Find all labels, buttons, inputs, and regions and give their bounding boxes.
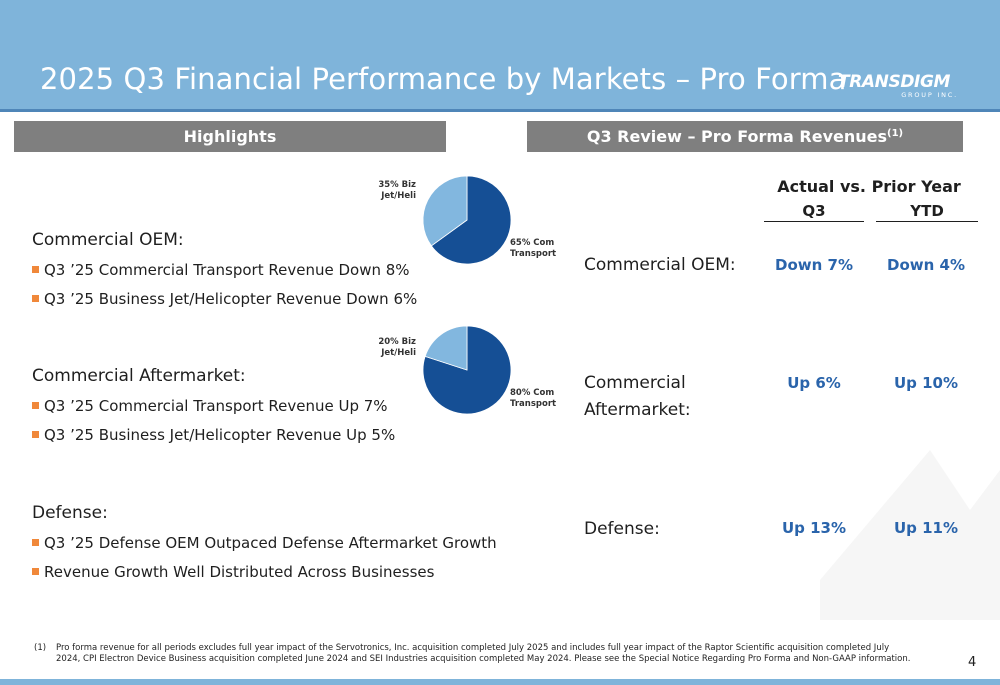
bullet-text: Q3 ’25 Commercial Transport Revenue Down… [44, 261, 410, 279]
pie-slice-biz-jet [422, 175, 468, 247]
row-label-defense: Defense: [584, 519, 660, 539]
bullet-text: Revenue Growth Well Distributed Across B… [44, 563, 435, 581]
pie-slice-biz-jet [424, 325, 468, 371]
bullet-text: Q3 ’25 Defense OEM Outpaced Defense Afte… [44, 534, 497, 552]
bullet-item: Revenue Growth Well Distributed Across B… [32, 563, 434, 581]
bullet-item: Q3 ’25 Defense OEM Outpaced Defense Afte… [32, 534, 497, 552]
value-q3-commercial-oem: Down 7% [775, 256, 853, 274]
logo-subtitle: GROUP INC. [901, 91, 958, 99]
pie-slice-com-transport [430, 175, 512, 265]
pie-label-biz-jet: 20% Biz Jet/Heli [378, 337, 416, 358]
review-header-label: Q3 Review – Pro Forma Revenues [586, 127, 888, 146]
bullet-text: Q3 ’25 Business Jet/Helicopter Revenue D… [44, 290, 418, 308]
bullet-text: Q3 ’25 Commercial Transport Revenue Up 7… [44, 397, 388, 415]
comparison-title: Actual vs. Prior Year [777, 177, 961, 196]
bottom-band [0, 679, 1000, 685]
value-ytd-commercial-aftermarket: Up 10% [893, 374, 959, 392]
bullet-square-icon [32, 266, 39, 273]
transdigm-logo: TRANSDIGM GROUP INC. [838, 72, 960, 100]
background-swoosh-decoration [820, 450, 1000, 620]
bullet-square-icon [32, 539, 39, 546]
bullet-item: Q3 ’25 Business Jet/Helicopter Revenue U… [32, 426, 395, 444]
group-title-defense: Defense: [32, 503, 108, 523]
value-q3-defense: Up 13% [781, 519, 847, 537]
highlights-header-label: Highlights [183, 127, 277, 146]
highlights-header: Highlights [14, 121, 446, 152]
pie-label-com-transport: 65% Com Transport [510, 238, 557, 259]
page-number: 4 [968, 655, 977, 670]
group-title-commercial-aftermarket: Commercial Aftermarket: [32, 366, 246, 386]
value-q3-commercial-aftermarket: Up 6% [787, 374, 841, 392]
bullet-square-icon [32, 295, 39, 302]
bullet-square-icon [32, 568, 39, 575]
footnote-marker: (1) [34, 643, 47, 653]
header-band: 2025 Q3 Financial Performance by Markets… [0, 0, 1000, 112]
bullet-item: Q3 ’25 Commercial Transport Revenue Up 7… [32, 397, 388, 415]
slide-title: 2025 Q3 Financial Performance by Markets… [40, 62, 847, 96]
row-label-commercial-aftermarket: Commercial Aftermarket: [584, 373, 691, 420]
bullet-item: Q3 ’25 Commercial Transport Revenue Down… [32, 261, 410, 279]
bullet-square-icon [32, 402, 39, 409]
review-footnote-ref: (1) [887, 128, 904, 139]
group-title-commercial-oem: Commercial OEM: [32, 230, 184, 250]
footnote-text: Pro forma revenue for all periods exclud… [56, 643, 911, 664]
bullet-item: Q3 ’25 Business Jet/Helicopter Revenue D… [32, 290, 417, 308]
review-header: Q3 Review – Pro Forma Revenues(1) [527, 121, 963, 152]
bullet-square-icon [32, 431, 39, 438]
pie-label-com-transport: 80% Com Transport [510, 388, 557, 409]
row-label-commercial-oem: Commercial OEM: [584, 255, 736, 275]
column-header-q3: Q3 [764, 202, 864, 222]
comparison-header: Actual vs. Prior Year Q3 YTD [760, 177, 978, 222]
value-ytd-defense: Up 11% [893, 519, 959, 537]
value-ytd-commercial-oem: Down 4% [887, 256, 965, 274]
pie-label-biz-jet: 35% Biz Jet/Heli [378, 180, 416, 201]
logo-wordmark: TRANSDIGM [838, 72, 951, 92]
bullet-text: Q3 ’25 Business Jet/Helicopter Revenue U… [44, 426, 396, 444]
column-header-ytd: YTD [876, 202, 978, 222]
pie-chart-commercial-aftermarket [422, 325, 512, 415]
pie-chart-commercial-oem [422, 175, 512, 265]
